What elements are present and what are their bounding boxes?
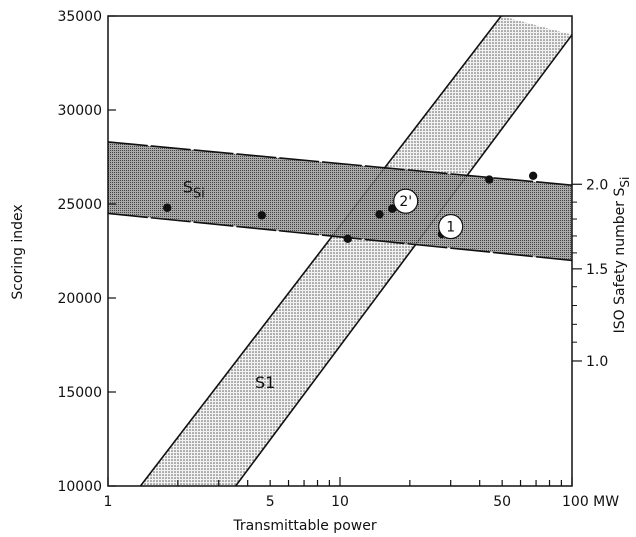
y-tick-label: 15000 xyxy=(57,385,102,401)
x-tick-label: 50 xyxy=(493,494,511,510)
band-s1-upper-edge xyxy=(139,16,502,486)
y2-axis-title-main: ISO Safety number S xyxy=(612,188,628,334)
data-point xyxy=(163,203,172,212)
band-s1-lower-edge xyxy=(235,34,572,486)
y2-tick-label: 1.0 xyxy=(586,354,608,370)
band-label-sub: Si xyxy=(193,187,205,202)
y-axis: 10000 15000 20000 25000 30000 35000 xyxy=(57,9,116,495)
y2-axis: 2.0 1.5 1.0 xyxy=(572,177,608,370)
y-tick-label: 35000 xyxy=(57,9,102,25)
x-axis: 1 5 10 50 100 MW xyxy=(104,477,619,510)
data-point xyxy=(485,175,494,184)
band-ssi-lower-edge xyxy=(108,212,572,262)
x-tick-label: 1 xyxy=(104,494,113,510)
data-point xyxy=(257,211,266,220)
y2-tick-label: 1.5 xyxy=(586,262,608,278)
y-tick-label: 25000 xyxy=(57,197,102,213)
data-point xyxy=(343,234,352,243)
labeled-point-label: 2' xyxy=(399,194,412,210)
y2-axis-title: ISO Safety number SSi xyxy=(612,177,632,334)
labeled-point-label: 1 xyxy=(446,220,455,236)
labeled-point-marker xyxy=(438,213,464,240)
y-tick-label: 20000 xyxy=(57,291,102,307)
band-label-s1: S1 xyxy=(255,373,275,392)
y-tick-label: 10000 xyxy=(57,479,102,495)
band-label-ssi: SSi xyxy=(183,178,205,202)
band-ssi-upper-edge xyxy=(108,141,572,186)
band-label-main: S xyxy=(183,178,193,197)
data-point xyxy=(528,171,538,180)
y2-axis-title-sub: Si xyxy=(618,177,632,188)
band-label-main: S1 xyxy=(255,373,275,392)
labeled-point-marker xyxy=(393,188,419,214)
y-axis-title: Scoring index xyxy=(10,204,26,299)
y2-tick-label: 2.0 xyxy=(586,177,608,193)
x-tick-label: 5 xyxy=(266,494,275,510)
band-s1 xyxy=(140,16,572,486)
x-tick-label: 10 xyxy=(331,494,349,510)
y-tick-label: 30000 xyxy=(57,103,102,119)
x-tick-label: 100 MW xyxy=(562,494,619,510)
bands-layer xyxy=(108,16,572,486)
x-axis-title: Transmittable power xyxy=(232,518,376,534)
data-point xyxy=(375,210,384,219)
points-layer: 2' 1 xyxy=(163,171,538,243)
